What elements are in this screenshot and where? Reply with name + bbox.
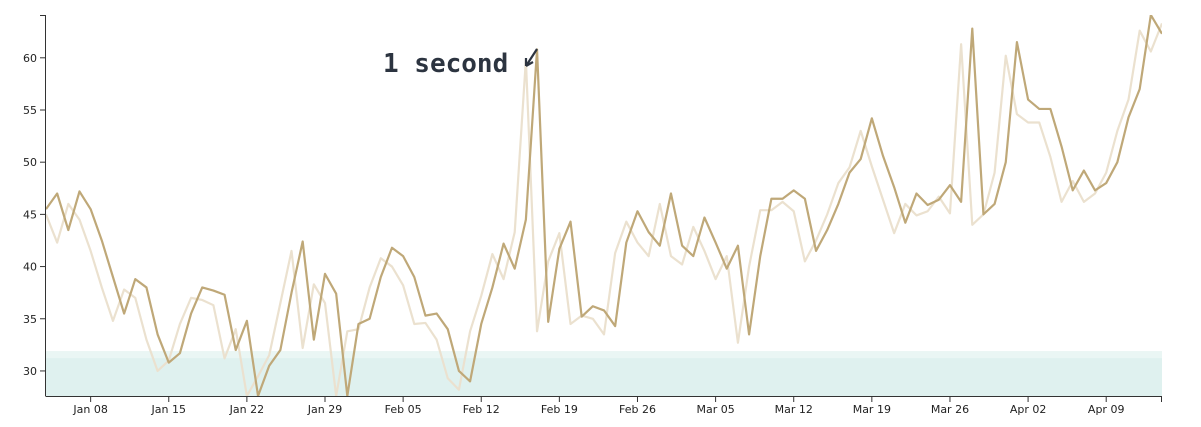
series-line [46,15,1162,396]
x-tick-label: Jan 29 [307,403,342,416]
y-tick-label: 30 [23,365,37,378]
x-tick-label: Feb 26 [619,403,656,416]
x-tick-label: Feb 19 [541,403,578,416]
x-tick-label: Jan 15 [151,403,186,416]
threshold-band [46,351,1162,396]
x-tick-label: Feb 05 [385,403,422,416]
x-tick-label: Jan 22 [229,403,264,416]
x-tick-label: Apr 02 [1010,403,1047,416]
x-tick-label: Mar 12 [775,403,813,416]
y-tick-label: 50 [23,156,37,169]
series-line [46,22,1162,396]
y-tick-label: 40 [23,261,37,274]
y-tick-label: 35 [23,313,37,326]
y-tick-label: 60 [23,52,37,65]
x-tick-label: Feb 12 [463,403,500,416]
x-tick-label: Mar 05 [696,403,734,416]
y-tick-label: 55 [23,104,37,117]
x-tick-label: Jan 08 [72,403,107,416]
annotation-arrow [524,48,538,67]
x-tick-label: Mar 26 [931,403,969,416]
x-tick-label: Mar 19 [853,403,891,416]
annotation: 1 second [383,49,508,79]
threshold-band-edge [46,351,1162,359]
y-tick-label: 45 [23,208,37,221]
x-tick-label: Apr 09 [1088,403,1125,416]
